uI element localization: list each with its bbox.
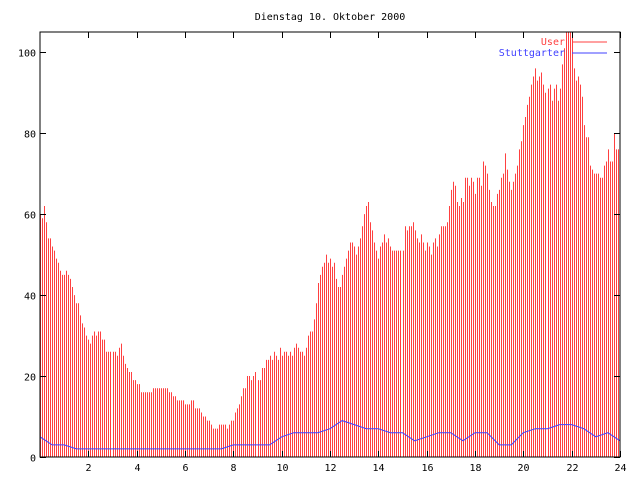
x-tick-label: 2 xyxy=(85,463,91,474)
stuttgarter-line xyxy=(39,420,621,450)
x-tick-label: 14 xyxy=(372,463,384,474)
x-tick-label: 12 xyxy=(324,463,336,474)
x-tick-label: 8 xyxy=(230,463,236,474)
x-tick-label: 22 xyxy=(566,463,578,474)
y-tick-label: 40 xyxy=(24,292,36,303)
y-tick-label: 60 xyxy=(24,211,36,222)
x-tick-label: 10 xyxy=(276,463,288,474)
x-tick-label: 24 xyxy=(614,463,626,474)
chart-title: Dienstag 10. Oktober 2000 xyxy=(255,12,406,23)
plot-marks xyxy=(39,32,621,457)
y-tick-label: 0 xyxy=(30,454,36,465)
x-tick-label: 16 xyxy=(421,463,433,474)
legend-label-stuttgarter: Stuttgarter xyxy=(499,48,565,59)
y-tick-label: 80 xyxy=(24,130,36,141)
y-tick-label: 20 xyxy=(24,373,36,384)
y-tick-label: 100 xyxy=(18,49,36,60)
plot-border xyxy=(39,31,621,458)
legend-label-user: User xyxy=(541,37,565,48)
x-tick-label: 4 xyxy=(134,463,140,474)
x-tick-label: 18 xyxy=(469,463,481,474)
x-tick-label: 6 xyxy=(182,463,188,474)
x-tick-label: 20 xyxy=(517,463,529,474)
legend: User Stuttgarter xyxy=(499,37,607,59)
